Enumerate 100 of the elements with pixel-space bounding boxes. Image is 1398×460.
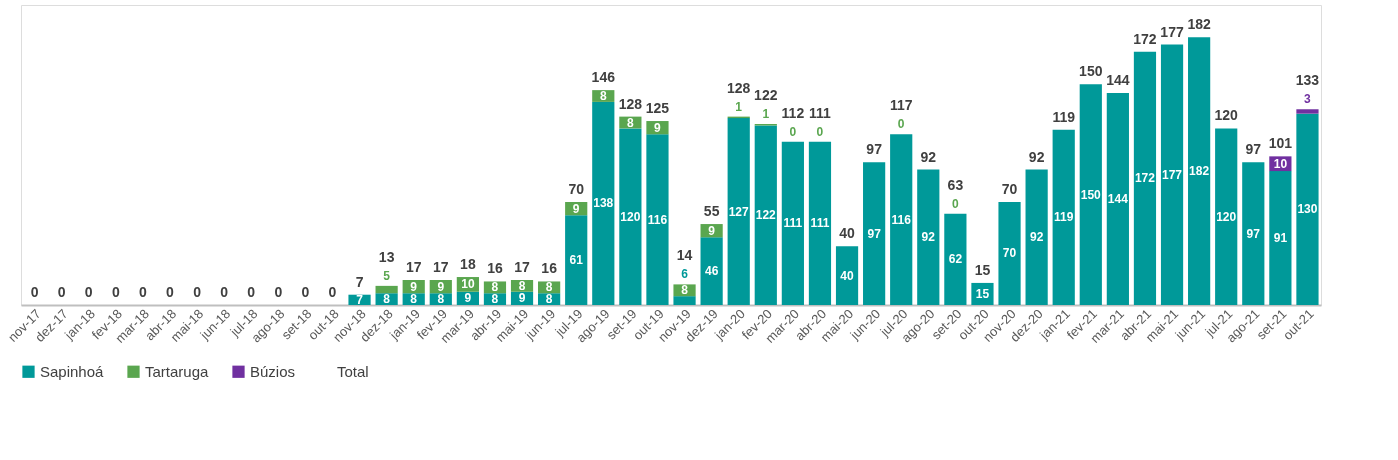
bar [1052,129,1075,305]
total-label: 0 [111,284,120,300]
total-label: 70 [1001,180,1018,197]
legend-label: Sapinhoá [40,362,105,380]
data-label: 62 [948,252,963,267]
total-label: 17 [514,258,531,275]
data-label: 122 [755,208,777,223]
data-label: 5 [383,268,391,283]
data-label: 9 [464,291,472,306]
data-label: 61 [569,253,584,268]
data-label: 0 [816,124,824,139]
data-label: 9 [572,201,580,216]
total-label: 120 [1214,107,1239,124]
bar [890,134,913,305]
data-label: 0 [952,196,960,211]
total-label: 16 [541,260,558,277]
bar [1025,169,1048,305]
data-label: 97 [1246,226,1261,241]
bar [1296,109,1319,114]
total-label: 70 [568,180,585,197]
data-label: 9 [654,120,662,135]
total-label: 101 [1268,135,1293,152]
data-label: 8 [518,278,526,293]
data-label: 10 [1273,156,1288,171]
total-label: 146 [591,69,616,86]
data-label: 8 [681,283,689,298]
total-label: 0 [30,284,39,300]
total-label: 182 [1187,16,1212,33]
total-label: 0 [247,284,256,300]
total-label: 17 [433,258,449,275]
data-label: 97 [867,226,882,241]
total-label: 55 [703,203,720,220]
total-label: 0 [166,284,175,300]
data-label: 1 [762,106,770,121]
data-label: 7 [356,292,364,307]
total-label: 0 [138,284,147,300]
bar [592,101,615,305]
data-label: 111 [810,216,830,231]
data-label: 1 [735,99,743,114]
bar [917,169,940,305]
data-label: 8 [383,292,391,307]
data-label: 172 [1134,171,1156,186]
data-label: 8 [491,280,499,295]
bar [1296,113,1319,305]
total-label: 0 [220,284,229,300]
total-label: 122 [754,86,778,103]
data-label: 144 [1107,192,1129,207]
data-label: 130 [1297,202,1318,217]
bar [754,125,777,305]
bar [998,201,1021,305]
total-label: 144 [1106,72,1130,89]
data-label: 6 [681,267,689,282]
bar [375,285,398,294]
total-label: 92 [1028,148,1045,165]
data-label: 9 [437,279,445,294]
data-label: 177 [1162,167,1183,182]
data-label: 9 [410,279,418,294]
total-label: 112 [781,104,805,121]
total-label: 97 [866,141,883,158]
bar [808,141,832,305]
total-label: 16 [487,260,503,277]
data-label: 138 [593,196,614,211]
bar [1160,44,1184,305]
legend-label: Tartaruga [145,362,210,380]
total-label: 97 [1245,141,1262,158]
data-label: 10 [461,277,475,292]
bar [727,118,750,305]
bar [673,296,696,305]
data-label: 120 [620,209,641,224]
data-label: 8 [627,115,635,130]
total-label: 177 [1160,23,1184,40]
data-label: 3 [1304,92,1312,107]
total-label: 18 [460,256,476,273]
total-label: 13 [378,248,395,265]
data-label: 119 [1054,210,1074,225]
total-label: 0 [57,284,66,300]
data-label: 111 [783,216,803,231]
bar [646,134,669,305]
bar [1188,37,1211,305]
legend-label: Búzios [250,362,296,380]
total-label: 133 [1295,72,1320,89]
data-label: 8 [545,280,553,295]
bar [944,213,967,305]
total-label: 150 [1079,63,1103,80]
total-label: 63 [947,176,964,193]
total-label: 172 [1133,30,1157,47]
data-label: 8 [545,292,553,307]
data-label: 70 [1002,246,1017,261]
data-label: 8 [599,89,607,104]
bar [1106,93,1129,305]
data-label: 40 [840,268,855,283]
bar [863,162,886,305]
data-label: 92 [1029,230,1044,245]
total-label: 111 [809,104,832,121]
data-label: 9 [518,291,526,306]
total-label: 0 [193,284,202,300]
bar [781,141,804,305]
total-label: 119 [1052,108,1076,125]
data-label: 116 [647,212,668,227]
total-label: 14 [676,247,693,264]
